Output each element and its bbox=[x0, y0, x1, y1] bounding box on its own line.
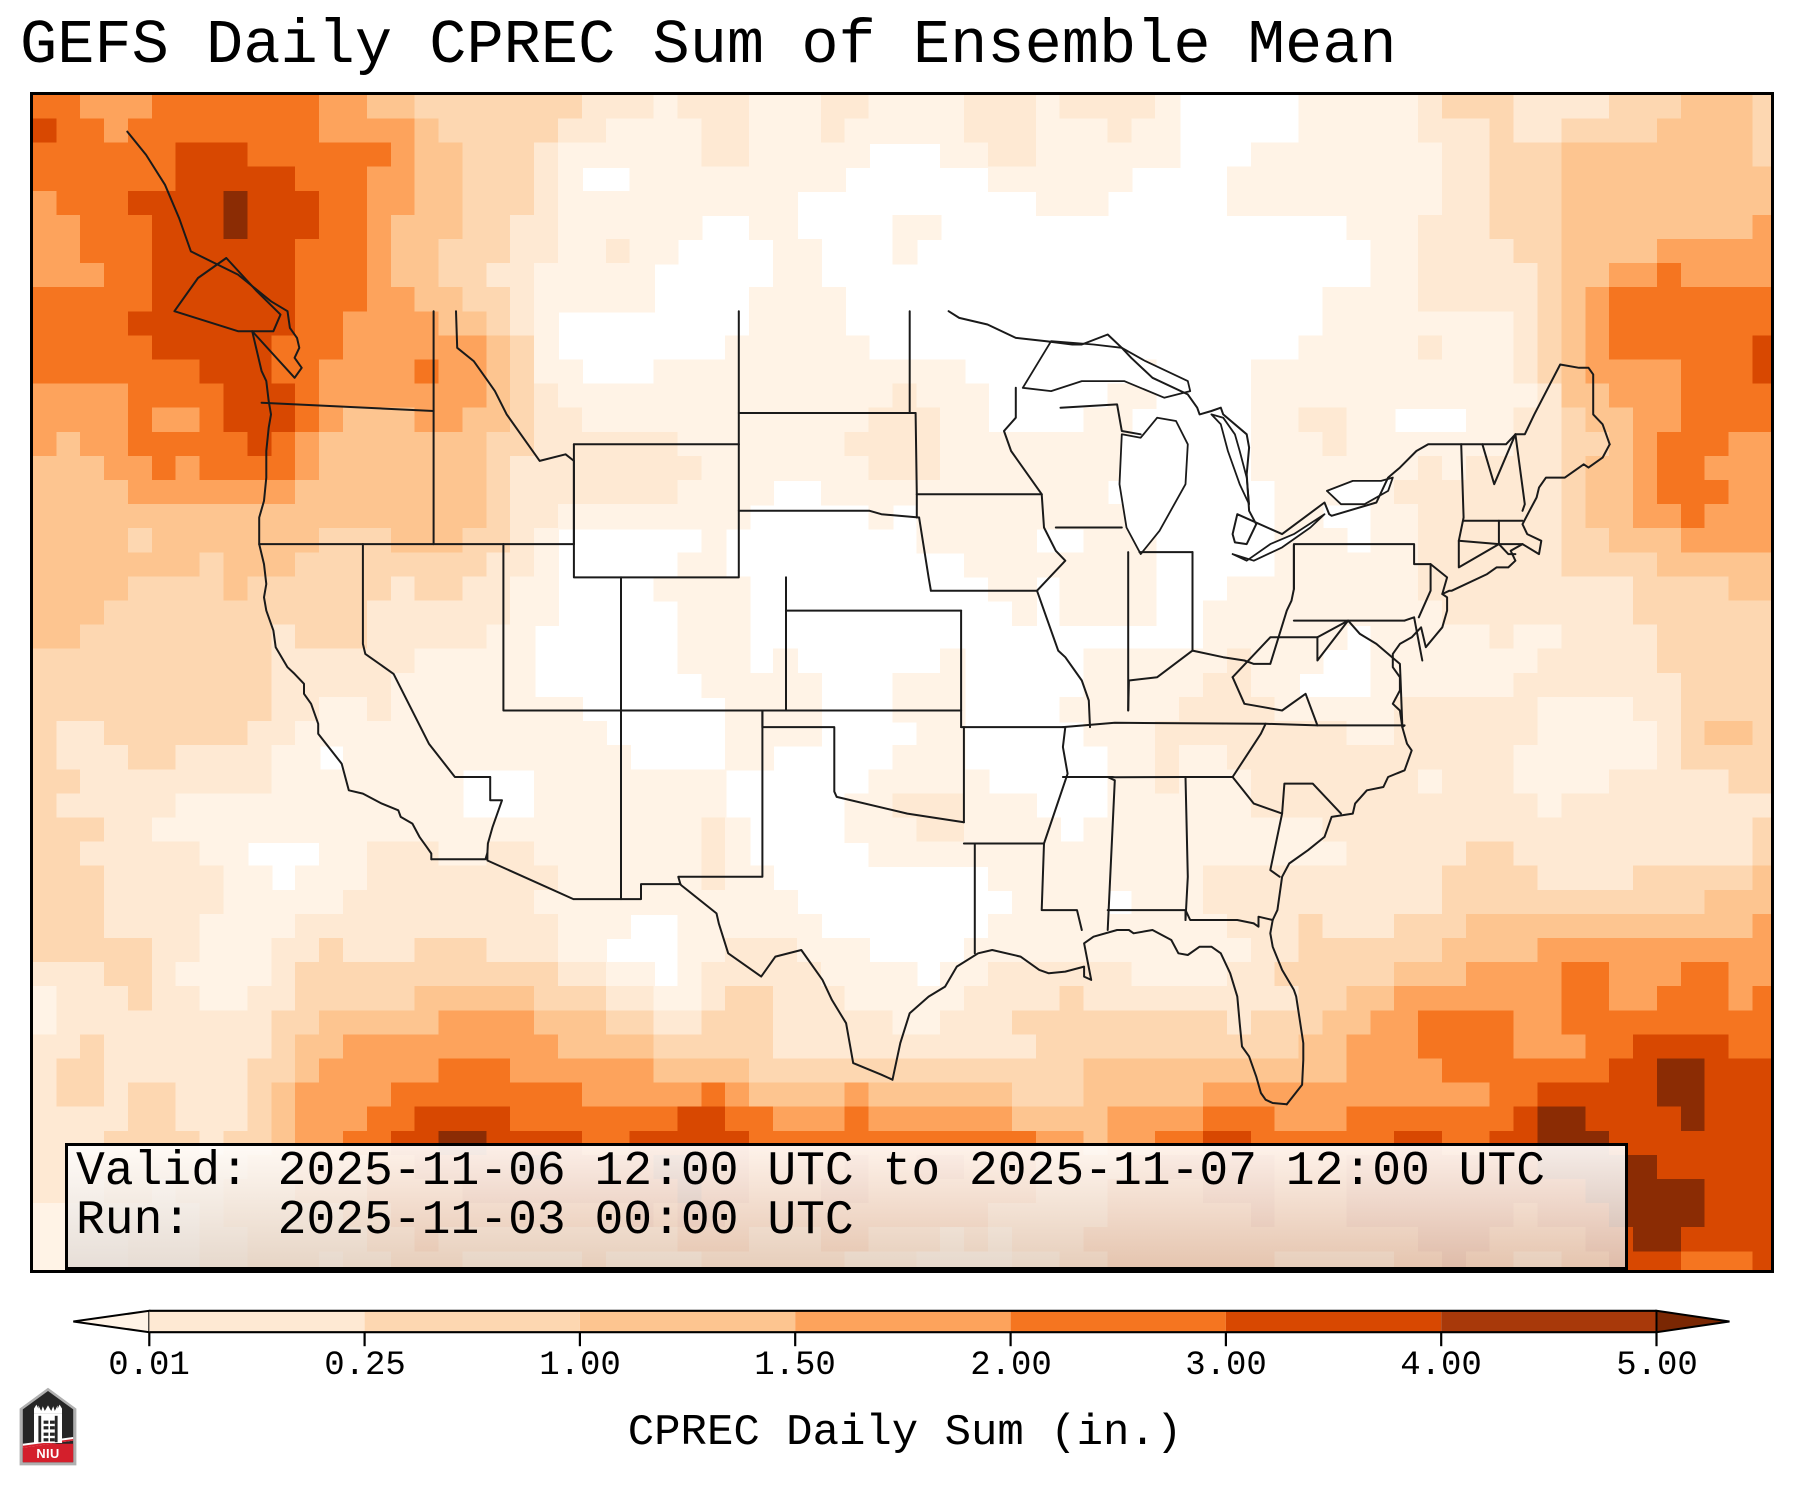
svg-text:NIU: NIU bbox=[36, 1446, 59, 1461]
